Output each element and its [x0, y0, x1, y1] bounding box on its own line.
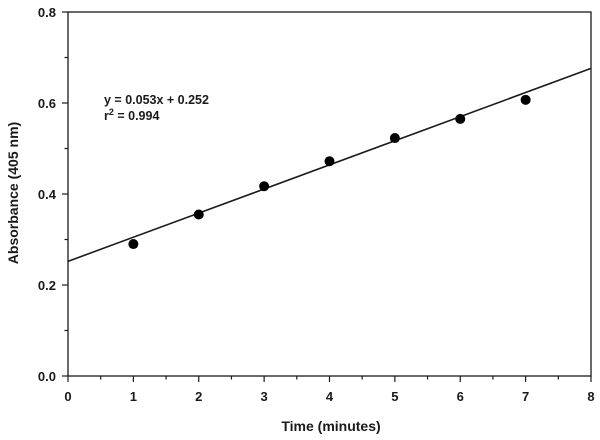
x-tick-label: 2 [195, 389, 202, 404]
data-point [324, 156, 335, 167]
y-tick-label: 0.6 [38, 96, 56, 111]
x-tick-label: 3 [261, 389, 268, 404]
axes [67, 11, 592, 377]
y-tick-label: 0.4 [38, 187, 57, 202]
x-tick-label: 5 [391, 389, 398, 404]
plot-frame [67, 11, 592, 377]
y-axis-title: Absorbance (405 nm) [5, 122, 21, 264]
x-tick-label: 7 [522, 389, 529, 404]
r-squared-symbol: r [104, 109, 109, 123]
fit-equation: y = 0.053x + 0.252 [104, 93, 209, 107]
y-tick-label: 0.2 [38, 278, 56, 293]
r-squared-exponent: 2 [109, 107, 114, 117]
data-point [455, 113, 466, 124]
data-point [193, 209, 204, 220]
x-tick-label: 6 [457, 389, 464, 404]
y-tick-label: 0.8 [38, 5, 56, 20]
data-point [128, 239, 139, 250]
x-tick-labels: 0 1 2 3 4 5 6 7 8 [64, 389, 594, 404]
x-tick-label: 0 [64, 389, 71, 404]
x-axis-title: Time (minutes) [281, 418, 380, 434]
x-tick-label: 8 [587, 389, 594, 404]
x-tick-label: 4 [326, 389, 334, 404]
data-point [389, 133, 400, 144]
r-squared: r2 = 0.994 [104, 107, 159, 123]
y-tick-label: 0.0 [38, 369, 56, 384]
ticks [62, 11, 592, 382]
x-tick-label: 1 [130, 389, 137, 404]
data-point [520, 94, 531, 105]
data-points [128, 94, 531, 250]
data-point [259, 181, 270, 192]
r-squared-value: = 0.994 [114, 109, 160, 123]
y-tick-labels: 0.0 0.2 0.4 0.6 0.8 [38, 5, 57, 384]
